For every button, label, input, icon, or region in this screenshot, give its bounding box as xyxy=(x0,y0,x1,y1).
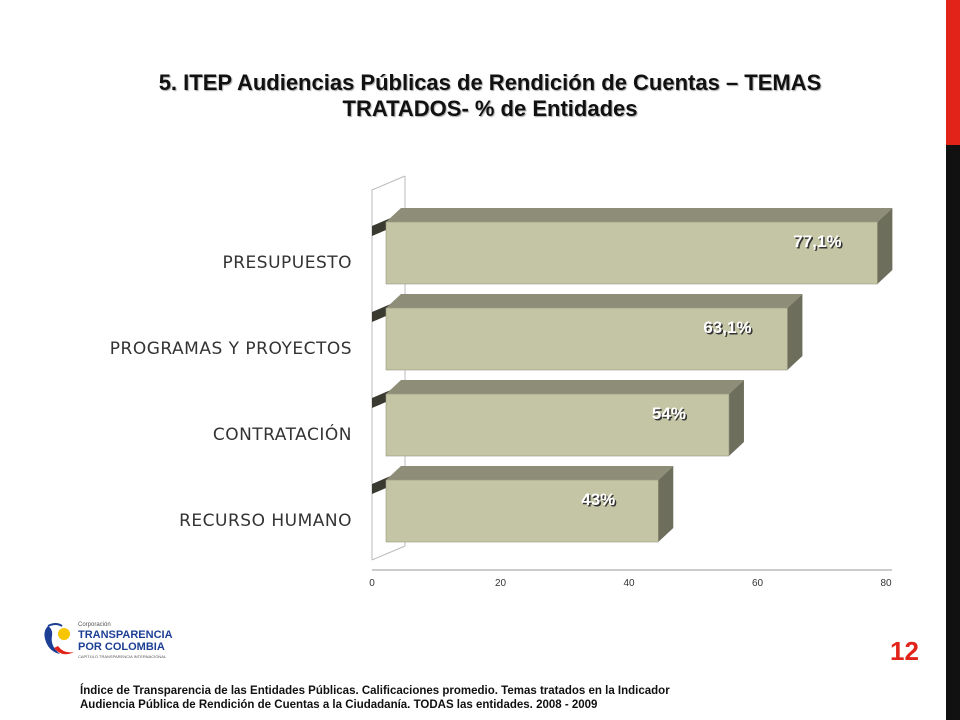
data-label-shadow: 63,1% xyxy=(705,320,753,339)
bar-top-face xyxy=(386,380,744,394)
x-tick-label: 20 xyxy=(495,578,507,589)
data-label: 54% xyxy=(652,404,686,423)
x-tick-label: 80 xyxy=(880,578,892,589)
page-number: 12 xyxy=(890,636,919,666)
bar xyxy=(385,479,659,543)
data-label-shadow: 77,1% xyxy=(795,234,843,253)
transparencia-logo: Corporación TRANSPARENCIA POR COLOMBIA C… xyxy=(44,622,173,659)
x-tick-label: 60 xyxy=(752,578,764,589)
data-label: 77,1% xyxy=(793,232,841,251)
data-label: 43% xyxy=(581,490,615,509)
x-tick-label: 0 xyxy=(369,578,375,589)
bar-side-face xyxy=(658,466,674,542)
footer-line-2: Audiencia Pública de Rendición de Cuenta… xyxy=(80,699,598,711)
category-label: CONTRATACIÓN xyxy=(213,423,352,445)
bar xyxy=(385,393,730,457)
bar xyxy=(385,307,788,371)
chart-bars: 77,1%77,1%63,1%63,1%54%54%43%43% xyxy=(372,208,893,543)
bar xyxy=(385,221,878,285)
bar-side-face xyxy=(728,380,744,456)
title-line-2: TRATADOS- % de Entidades xyxy=(342,96,638,121)
bar-top-face xyxy=(386,208,893,222)
bar-top-face xyxy=(386,294,803,308)
x-axis: 0 20 40 60 80 xyxy=(369,578,892,589)
bar-side-face xyxy=(877,208,893,284)
data-label-shadow: 54% xyxy=(653,406,687,425)
logo-small-text: Corporación xyxy=(78,622,111,628)
chart-wall-left xyxy=(371,175,406,560)
footer-note: Índice de Transparencia de las Entidades… xyxy=(80,684,920,712)
category-label: RECURSO HUMANO xyxy=(179,511,352,531)
logo-tagline: CAPÍTULO TRANSPARENCIA INTERNACIONAL xyxy=(78,654,167,659)
category-label: PROGRAMAS Y PROYECTOS xyxy=(110,339,352,359)
x-tick-label: 40 xyxy=(623,578,635,589)
logo-line-2: POR COLOMBIA xyxy=(78,641,165,653)
footer-line-1: Índice de Transparencia de las Entidades… xyxy=(80,685,670,697)
category-label: PRESUPUESTO xyxy=(222,253,352,273)
bar-chart: 77,1%77,1%63,1%63,1%54%54%43%43% PRESUPU… xyxy=(110,175,893,589)
data-label-shadow: 43% xyxy=(583,492,617,511)
data-label: 63,1% xyxy=(703,318,751,337)
bar-top-face xyxy=(386,466,674,480)
logo-mark xyxy=(44,623,74,655)
bar-side-face xyxy=(787,294,803,370)
slide-title: 5. ITEP Audiencias Públicas de Rendición… xyxy=(60,70,920,122)
side-accent-red xyxy=(946,0,960,145)
side-accent-black xyxy=(946,145,960,720)
chart-floor-edge xyxy=(371,545,406,561)
category-labels: PRESUPUESTO PROGRAMAS Y PROYECTOS CONTRATA… xyxy=(110,253,352,531)
logo-line-1: TRANSPARENCIA xyxy=(78,629,173,641)
title-line-1: 5. ITEP Audiencias Públicas de Rendición… xyxy=(158,70,822,95)
